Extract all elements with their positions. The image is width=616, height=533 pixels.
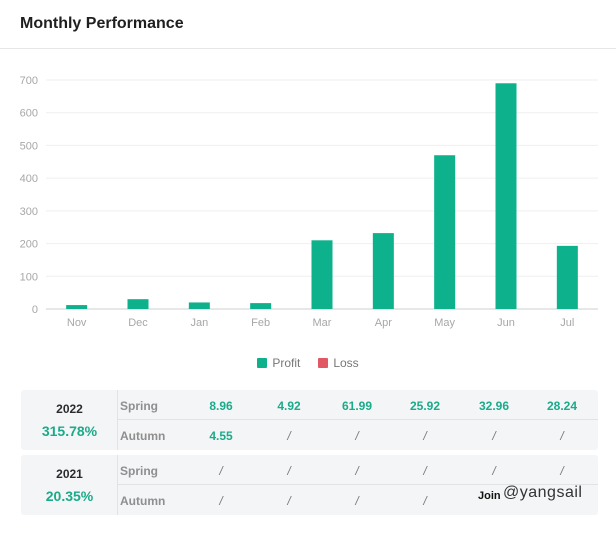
- season-row-spring: Spring / / / / / /: [118, 455, 598, 485]
- bar-profit: [66, 305, 88, 309]
- legend-item-profit[interactable]: Profit: [257, 355, 300, 371]
- bar-profit: [188, 302, 210, 309]
- return-cell: /: [219, 494, 223, 508]
- legend-swatch-loss: [318, 358, 329, 368]
- bar-profit: [495, 83, 517, 309]
- year-summary: 2021 20.35%: [21, 455, 118, 515]
- return-cell: 28.24: [546, 399, 578, 413]
- season-label: Autumn: [120, 429, 166, 443]
- return-cell: 4.55: [209, 429, 233, 443]
- x-tick-label: Jan: [190, 317, 208, 329]
- profit-loss-bar-chart: 0 100 200 300 400 500 600 700 Nov Dec Jan Feb Mar Apr…: [20, 75, 598, 329]
- return-cell: 32.96: [478, 399, 510, 413]
- bar-profit: [250, 303, 272, 309]
- return-cell: /: [355, 494, 359, 508]
- year-label: 2021: [56, 467, 83, 481]
- season-row-autumn: Autumn 4.55 / / / / /: [118, 420, 598, 450]
- return-cell: /: [219, 464, 223, 478]
- y-tick-label: 300: [20, 206, 38, 218]
- x-tick-label: Feb: [251, 317, 270, 329]
- page-title: Monthly Performance: [20, 15, 184, 32]
- watermark-handle: @yangsail: [503, 484, 583, 501]
- x-tick-label: Jul: [560, 317, 574, 329]
- chart-legend: Profit Loss: [0, 355, 616, 371]
- year-label: 2022: [56, 402, 83, 416]
- return-cell: 25.92: [409, 399, 441, 413]
- header: Monthly Performance: [0, 0, 616, 49]
- return-cell: 4.92: [277, 399, 301, 413]
- y-tick-label: 200: [20, 239, 38, 251]
- legend-label-profit: Profit: [272, 356, 301, 370]
- legend-swatch-profit: [257, 358, 268, 368]
- year-block-2021: 2021 20.35% Spring / / / / / / Autumn / …: [21, 455, 598, 515]
- bar-profit: [556, 245, 578, 309]
- season-label: Spring: [120, 399, 158, 413]
- return-cell: /: [423, 494, 427, 508]
- legend-item-loss[interactable]: Loss: [318, 355, 359, 371]
- year-total-return: 315.78%: [41, 423, 98, 439]
- return-cell: /: [355, 429, 359, 443]
- return-cell: /: [287, 429, 291, 443]
- return-cell: /: [287, 464, 291, 478]
- season-row-spring: Spring 8.96 4.92 61.99 25.92 32.96 28.24: [118, 390, 598, 420]
- bar-profit: [311, 240, 333, 309]
- year-summary: 2022 315.78%: [21, 390, 118, 450]
- bar-profit: [372, 233, 394, 309]
- y-tick-label: 600: [20, 108, 38, 120]
- watermark-join: Join: [478, 490, 501, 502]
- legend-label-loss: Loss: [333, 356, 359, 370]
- year-total-return: 20.35%: [45, 488, 94, 504]
- y-tick-label: 400: [20, 173, 38, 185]
- return-cell: /: [287, 494, 291, 508]
- return-cell: /: [423, 464, 427, 478]
- year-block-2022: 2022 315.78% Spring 8.96 4.92 61.99 25.9…: [21, 390, 598, 450]
- return-cell: 61.99: [341, 399, 373, 413]
- season-label: Spring: [120, 464, 158, 478]
- x-tick-label: Apr: [375, 317, 392, 329]
- return-cell: /: [492, 429, 496, 443]
- season-label: Autumn: [120, 494, 166, 508]
- return-cell: /: [492, 464, 496, 478]
- y-tick-label: 0: [32, 304, 38, 316]
- return-cell: /: [355, 464, 359, 478]
- y-tick-label: 500: [20, 140, 38, 152]
- bar-profit: [127, 299, 149, 309]
- x-tick-label: Dec: [128, 317, 148, 329]
- x-tick-label: Nov: [67, 317, 87, 329]
- x-tick-label: Jun: [497, 317, 515, 329]
- season-row-autumn: Autumn / / / /: [118, 485, 598, 515]
- bar-profit: [434, 155, 456, 309]
- x-tick-label: May: [434, 317, 455, 329]
- return-cell: /: [560, 464, 564, 478]
- y-tick-label: 100: [20, 271, 38, 283]
- return-cell: 8.96: [209, 399, 233, 413]
- return-cell: /: [423, 429, 427, 443]
- y-tick-label: 700: [20, 75, 38, 87]
- return-cell: /: [560, 429, 564, 443]
- x-tick-label: Mar: [313, 317, 332, 329]
